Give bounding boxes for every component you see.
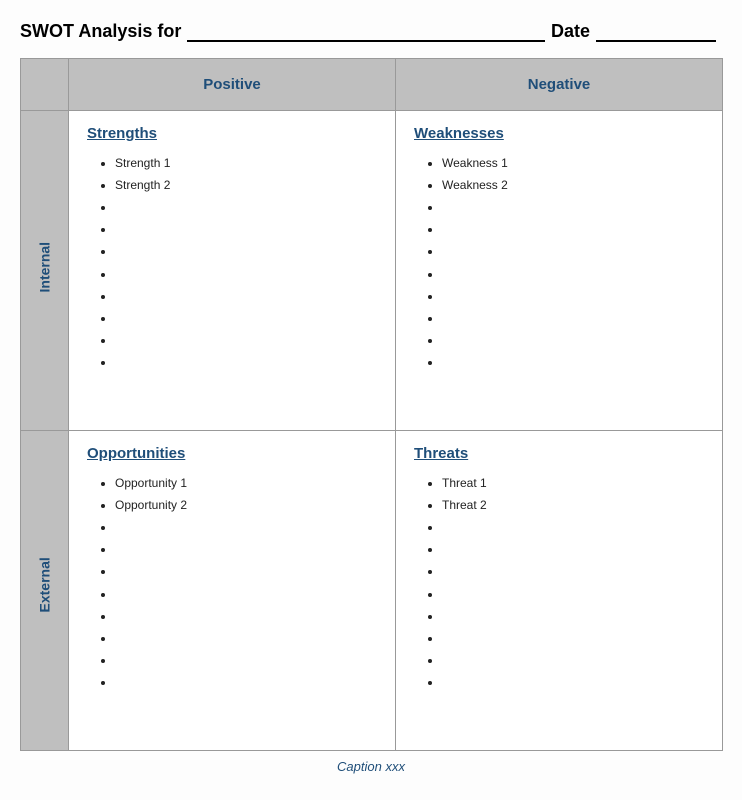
cell-threats: Threats Threat 1Threat 2 xyxy=(396,430,723,750)
threats-title: Threats xyxy=(414,445,704,462)
list-item: Opportunity 1 xyxy=(115,472,377,494)
list-item: Strength 2 xyxy=(115,174,377,196)
list-item: Opportunity 2 xyxy=(115,494,377,516)
row-head-internal-label: Internal xyxy=(37,248,53,293)
list-item xyxy=(442,516,704,538)
list-item xyxy=(442,329,704,351)
threats-list: Threat 1Threat 2 xyxy=(414,472,704,694)
list-item xyxy=(442,560,704,582)
list-item xyxy=(442,307,704,329)
list-item xyxy=(115,671,377,693)
title-prefix: SWOT Analysis for xyxy=(20,21,181,42)
strengths-title: Strengths xyxy=(87,125,377,142)
page-header: SWOT Analysis for Date xyxy=(20,20,722,42)
list-item xyxy=(115,329,377,351)
list-item: Weakness 2 xyxy=(442,174,704,196)
list-item xyxy=(115,351,377,373)
col-head-positive: Positive xyxy=(69,58,396,110)
list-item xyxy=(442,263,704,285)
list-item xyxy=(442,218,704,240)
row-head-external: External xyxy=(21,430,69,750)
list-item xyxy=(115,307,377,329)
list-item xyxy=(115,263,377,285)
list-item xyxy=(115,516,377,538)
list-item xyxy=(115,196,377,218)
list-item xyxy=(115,240,377,262)
list-item: Weakness 1 xyxy=(442,152,704,174)
list-item xyxy=(115,560,377,582)
list-item xyxy=(115,583,377,605)
list-item xyxy=(115,605,377,627)
cell-weaknesses: Weaknesses Weakness 1Weakness 2 xyxy=(396,110,723,430)
cell-strengths: Strengths Strength 1Strength 2 xyxy=(69,110,396,430)
corner-cell xyxy=(21,58,69,110)
date-blank[interactable] xyxy=(596,20,716,42)
list-item: Strength 1 xyxy=(115,152,377,174)
row-head-external-label: External xyxy=(37,568,53,613)
list-item xyxy=(442,671,704,693)
list-item xyxy=(442,538,704,560)
list-item xyxy=(442,649,704,671)
list-item xyxy=(442,627,704,649)
cell-opportunities: Opportunities Opportunity 1Opportunity 2 xyxy=(69,430,396,750)
list-item xyxy=(115,538,377,560)
list-item xyxy=(115,627,377,649)
analysis-for-blank[interactable] xyxy=(187,20,545,42)
strengths-list: Strength 1Strength 2 xyxy=(87,152,377,374)
weaknesses-list: Weakness 1Weakness 2 xyxy=(414,152,704,374)
opportunities-title: Opportunities xyxy=(87,445,377,462)
list-item xyxy=(442,351,704,373)
opportunities-list: Opportunity 1Opportunity 2 xyxy=(87,472,377,694)
list-item xyxy=(442,196,704,218)
list-item: Threat 1 xyxy=(442,472,704,494)
list-item xyxy=(115,218,377,240)
list-item: Threat 2 xyxy=(442,494,704,516)
list-item xyxy=(442,605,704,627)
list-item xyxy=(442,240,704,262)
list-item xyxy=(442,285,704,307)
list-item xyxy=(115,285,377,307)
row-head-internal: Internal xyxy=(21,110,69,430)
date-label: Date xyxy=(551,21,590,42)
col-head-negative: Negative xyxy=(396,58,723,110)
swot-table: Positive Negative Internal Strengths Str… xyxy=(20,58,723,751)
list-item xyxy=(442,583,704,605)
weaknesses-title: Weaknesses xyxy=(414,125,704,142)
list-item xyxy=(115,649,377,671)
caption: Caption xxx xyxy=(20,759,722,774)
